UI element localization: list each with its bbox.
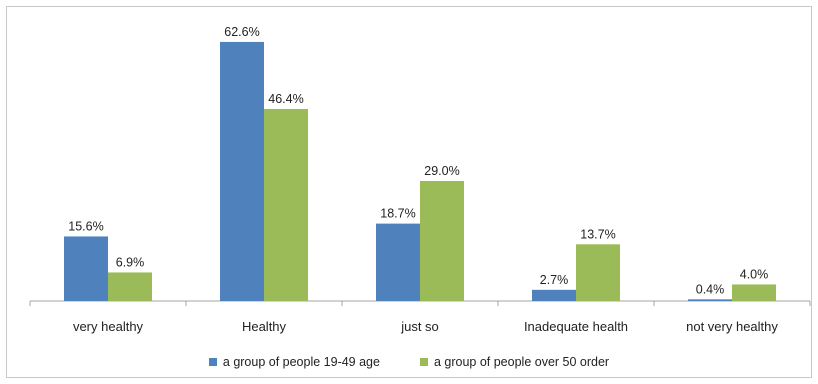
legend-swatch-series-1 [208, 358, 217, 366]
data-label-series-1-3: 2.7% [540, 273, 569, 287]
bar-series-2-2 [420, 180, 464, 301]
data-label-series-1-1: 62.6% [224, 25, 259, 39]
bar-series-2-0 [108, 272, 152, 301]
data-label-series-1-2: 18.7% [380, 207, 415, 221]
legend-item-series-1: a group of people 19-49 age [208, 355, 380, 369]
data-label-series-2-0: 6.9% [116, 255, 145, 269]
data-label-series-2-3: 13.7% [580, 227, 615, 241]
bar-series-1-1 [220, 41, 264, 301]
bar-series-2-1 [264, 108, 308, 301]
x-tick-label-1: Healthy [242, 319, 287, 334]
chart-frame [6, 6, 812, 378]
data-label-series-2-2: 29.0% [424, 164, 459, 178]
x-tick-label-2: just so [400, 319, 439, 334]
bar-series-1-3 [532, 289, 576, 301]
bar-series-1-0 [64, 236, 108, 301]
bar-series-2-4 [732, 284, 776, 301]
data-label-series-1-4: 0.4% [696, 282, 725, 296]
legend-label-series-1: a group of people 19-49 age [222, 355, 380, 369]
data-label-series-2-4: 4.0% [740, 267, 769, 281]
legend-label-series-2: a group of people over 50 order [433, 355, 610, 369]
legend-swatch-series-2 [419, 358, 428, 366]
bar-series-1-4 [688, 299, 732, 301]
legend-item-series-2: a group of people over 50 order [419, 355, 610, 369]
data-label-series-1-0: 15.6% [68, 219, 103, 233]
x-tick-label-4: not very healthy [686, 319, 778, 334]
bar-series-1-2 [376, 223, 420, 301]
x-tick-label-3: Inadequate health [524, 319, 628, 334]
bar-series-2-3 [576, 244, 620, 301]
x-tick-label-0: very healthy [73, 319, 144, 334]
data-label-series-2-1: 46.4% [268, 92, 303, 106]
chart-legend: a group of people 19-49 age a group of p… [0, 352, 818, 372]
